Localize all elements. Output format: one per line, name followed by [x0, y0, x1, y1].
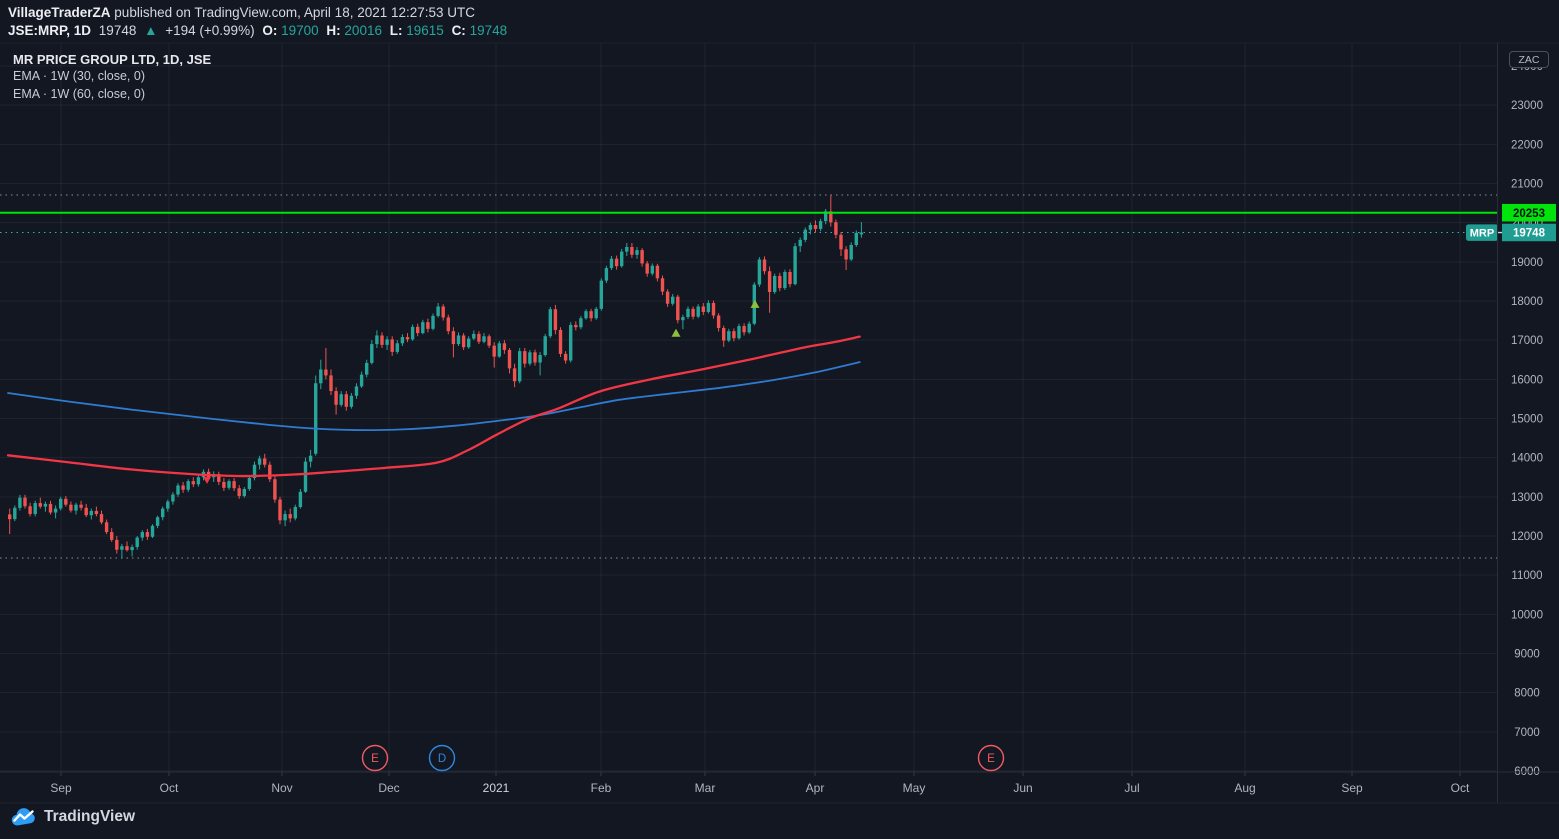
- tradingview-brand-text[interactable]: TradingView: [44, 808, 135, 826]
- svg-text:18000: 18000: [1511, 296, 1543, 308]
- svg-text:Oct: Oct: [160, 781, 179, 795]
- svg-text:Oct: Oct: [1451, 781, 1470, 795]
- open-label: O:: [262, 23, 277, 38]
- high-label: H:: [326, 23, 340, 38]
- ema-lines: [8, 337, 860, 476]
- svg-text:E: E: [987, 753, 995, 765]
- pane-separators: [0, 43, 1559, 803]
- svg-text:19748: 19748: [1513, 228, 1546, 240]
- high-value: 20016: [344, 23, 382, 38]
- svg-text:22000: 22000: [1511, 139, 1543, 151]
- low-value: 19615: [406, 23, 444, 38]
- svg-text:7000: 7000: [1514, 727, 1540, 739]
- svg-text:12000: 12000: [1511, 531, 1543, 543]
- publisher-name: VillageTraderZA: [8, 5, 111, 20]
- close-label: C:: [452, 23, 466, 38]
- svg-text:14000: 14000: [1511, 453, 1543, 465]
- tradingview-logo-icon: [10, 807, 37, 827]
- change-up-icon: ▲: [144, 23, 157, 38]
- candlesticks: [8, 195, 863, 558]
- event-markers[interactable]: EDE: [363, 746, 1004, 771]
- low-label: L:: [390, 23, 403, 38]
- svg-text:Sep: Sep: [1341, 781, 1363, 795]
- svg-text:D: D: [438, 753, 446, 765]
- publish-info: published on TradingView.com, April 18, …: [111, 5, 475, 20]
- svg-text:10000: 10000: [1511, 609, 1543, 621]
- svg-text:Jul: Jul: [1124, 781, 1139, 795]
- price-chart[interactable]: EDE 600070008000900010000110001200013000…: [0, 0, 1559, 839]
- y-axis[interactable]: 6000700080009000100001100012000130001400…: [1511, 61, 1543, 778]
- svg-text:E: E: [371, 753, 379, 765]
- svg-text:Jun: Jun: [1013, 781, 1032, 795]
- chart-legend[interactable]: MR PRICE GROUP LTD, 1D, JSE EMA · 1W (30…: [13, 51, 211, 103]
- signal-markers: [203, 300, 760, 484]
- svg-text:Apr: Apr: [806, 781, 825, 795]
- svg-text:Mar: Mar: [695, 781, 716, 795]
- svg-text:16000: 16000: [1511, 374, 1543, 386]
- svg-text:2021: 2021: [483, 781, 510, 795]
- legend-ema30[interactable]: EMA · 1W (30, close, 0): [13, 68, 211, 86]
- published-chart-page: VillageTraderZA published on TradingView…: [0, 0, 1559, 839]
- svg-text:19000: 19000: [1511, 257, 1543, 269]
- svg-text:8000: 8000: [1514, 688, 1540, 700]
- currency-unit-button[interactable]: ZAC: [1509, 51, 1549, 68]
- svg-text:MRP: MRP: [1470, 228, 1494, 240]
- svg-text:Feb: Feb: [591, 781, 612, 795]
- legend-ema60[interactable]: EMA · 1W (60, close, 0): [13, 86, 211, 104]
- svg-text:21000: 21000: [1511, 179, 1543, 191]
- publish-header: VillageTraderZA published on TradingView…: [8, 4, 511, 39]
- ohlc-bar: JSE:MRP, 1D 19748 ▲ +194 (+0.99%) O: 197…: [8, 22, 511, 39]
- svg-text:11000: 11000: [1511, 570, 1542, 582]
- last-price: 19748: [99, 23, 137, 38]
- publish-line: VillageTraderZA published on TradingView…: [8, 4, 511, 21]
- tradingview-attribution[interactable]: TradingView: [10, 807, 135, 827]
- symbol-interval: JSE:MRP, 1D: [8, 23, 91, 38]
- svg-text:Dec: Dec: [378, 781, 399, 795]
- svg-text:15000: 15000: [1511, 414, 1543, 426]
- svg-text:May: May: [903, 781, 926, 795]
- svg-text:Aug: Aug: [1234, 781, 1255, 795]
- open-value: 19700: [281, 23, 319, 38]
- x-axis[interactable]: Sep Oct Nov Dec 2021 Feb Mar Apr May Jun Jul Aug Sep…: [50, 772, 1470, 795]
- grid-lines: [0, 43, 1497, 772]
- svg-text:9000: 9000: [1514, 649, 1540, 661]
- change-value: +194 (+0.99%): [165, 23, 254, 38]
- legend-symbol-title[interactable]: MR PRICE GROUP LTD, 1D, JSE: [13, 51, 211, 68]
- svg-text:17000: 17000: [1511, 335, 1543, 347]
- svg-text:23000: 23000: [1511, 100, 1543, 112]
- horizontal-level-lines: [0, 195, 1497, 558]
- close-value: 19748: [470, 23, 508, 38]
- svg-text:13000: 13000: [1511, 492, 1543, 504]
- svg-text:20253: 20253: [1513, 208, 1545, 220]
- svg-text:Nov: Nov: [271, 781, 292, 795]
- svg-text:Sep: Sep: [50, 781, 72, 795]
